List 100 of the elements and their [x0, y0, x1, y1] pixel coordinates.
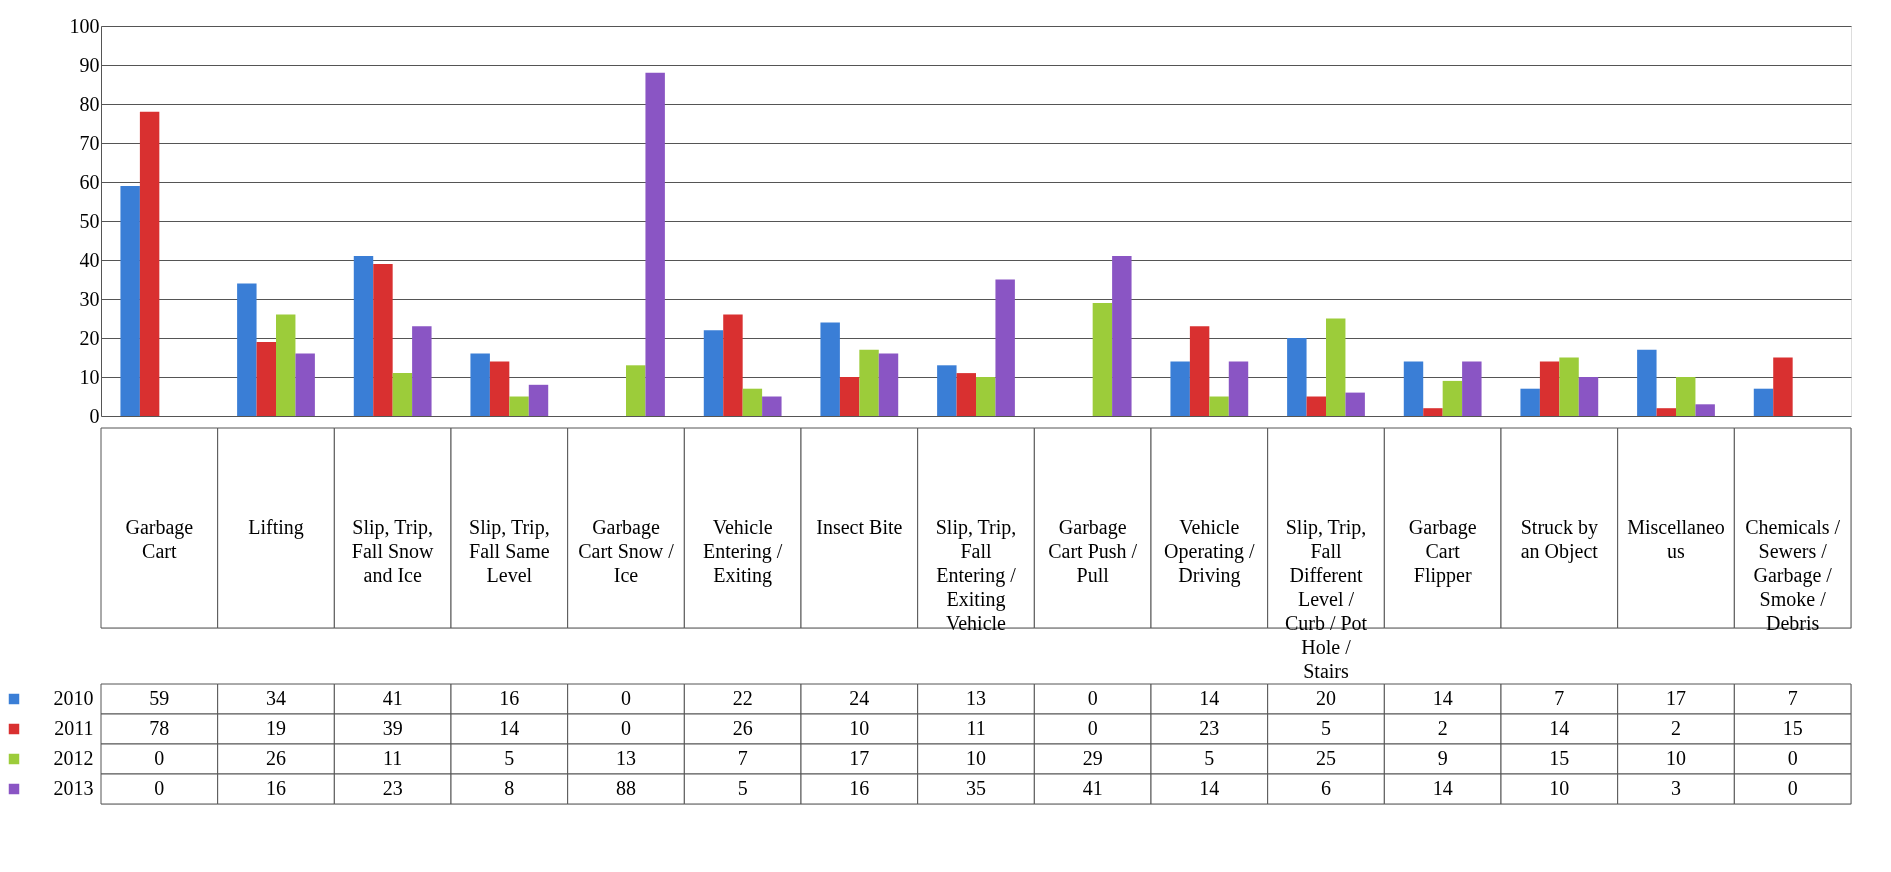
legend-label: 2010	[53, 687, 94, 709]
bar	[839, 377, 860, 416]
bar	[1092, 302, 1113, 416]
bar	[956, 373, 976, 416]
bar	[1228, 361, 1249, 416]
bar	[120, 185, 140, 416]
data-label: 5	[504, 747, 515, 769]
bar	[295, 353, 315, 416]
bar	[626, 365, 646, 416]
data-label: 29	[1082, 747, 1103, 769]
data-label: 16	[849, 777, 870, 799]
x-tick-label: Struck by an Object	[1520, 516, 1599, 563]
y-tick-label: 0	[89, 404, 100, 427]
bar	[528, 384, 549, 416]
data-label: 15	[1549, 747, 1570, 769]
data-label: 15	[1782, 717, 1803, 739]
data-label: 26	[266, 747, 286, 769]
data-label: 5	[1321, 717, 1331, 739]
data-label: 34	[266, 687, 286, 709]
data-label: 14	[1432, 687, 1453, 709]
data-label: 14	[1549, 717, 1570, 739]
data-label: 17	[1666, 687, 1686, 709]
x-tick-label: Lifting	[248, 516, 304, 539]
x-tick-label: Garbage Cart Push / Pull	[1048, 516, 1138, 586]
bar	[1326, 318, 1346, 416]
bar	[976, 377, 996, 416]
x-tick-label: Vehicle Entering / Exiting	[702, 516, 783, 587]
x-tick-label: Garbage Cart Flipper	[1408, 516, 1477, 587]
x-tick-label: Slip, Trip, Fall Snow and Ice	[351, 516, 435, 586]
bar	[1520, 388, 1540, 416]
bar	[1209, 396, 1229, 416]
bar	[1637, 349, 1657, 416]
bar	[1676, 377, 1696, 416]
bar	[645, 72, 665, 416]
data-label: 9	[1437, 747, 1448, 769]
data-label: 24	[849, 687, 870, 709]
data-label: 26	[732, 717, 753, 739]
bar	[1578, 377, 1599, 416]
data-label: 19	[266, 717, 286, 739]
data-label: 0	[621, 687, 631, 709]
data-label: 7	[737, 747, 748, 769]
bar	[509, 396, 529, 416]
data-label: 0	[1087, 687, 1098, 709]
data-label: 3	[1671, 777, 1681, 799]
data-label: 41	[382, 687, 403, 709]
bar	[995, 279, 1015, 416]
bar	[256, 341, 276, 416]
data-label: 17	[849, 747, 870, 769]
data-label: 10	[849, 717, 870, 739]
x-tick-label: Slip, Trip, Fall Entering / Exiting Vehicle	[935, 516, 1017, 634]
x-tick-label: Chemicals / Sewers / Garbage / Smoke / Debris	[1745, 516, 1841, 634]
data-label: 11	[383, 747, 403, 769]
x-tick-label: Garbage Cart	[125, 516, 194, 562]
data-label: 5	[1204, 747, 1215, 769]
x-tick-label: Vehicle Operating / Driving	[1164, 516, 1256, 587]
data-label: 88	[616, 777, 636, 799]
bar	[237, 283, 257, 416]
bar	[1753, 388, 1774, 416]
data-label: 25	[1316, 747, 1336, 769]
data-label: 23	[382, 777, 403, 799]
data-label: 10	[966, 747, 986, 769]
data-label: 14	[1432, 777, 1453, 799]
bar	[1559, 357, 1579, 416]
data-label: 10	[1666, 747, 1686, 769]
legend-label: 2011	[54, 717, 94, 739]
data-label: 39	[382, 717, 403, 739]
data-label: 0	[154, 747, 165, 769]
data-label: 14	[1199, 777, 1220, 799]
bar	[1423, 408, 1443, 416]
data-label: 0	[621, 717, 631, 739]
x-tick-label: Slip, Trip, Fall Different Level / Curb / Pot Hole / Stairs	[1284, 516, 1368, 682]
y-tick-label: 100	[69, 14, 100, 37]
x-tick-label: Miscellaneous	[1627, 516, 1725, 562]
bar	[1112, 256, 1132, 416]
x-tick-label: Slip, Trip, Fall Same Level	[469, 516, 550, 586]
bar	[1170, 361, 1190, 416]
data-label: 59	[149, 687, 170, 709]
data-label: 2	[1671, 717, 1681, 739]
bar	[1287, 338, 1307, 416]
bar	[392, 373, 413, 416]
bar	[1189, 326, 1210, 416]
data-label: 41	[1082, 777, 1103, 799]
bar	[139, 111, 160, 416]
y-tick-label: 10	[79, 365, 100, 388]
y-tick-label: 80	[79, 92, 100, 115]
data-label: 16	[499, 687, 520, 709]
data-label: 6	[1321, 777, 1331, 799]
data-label: 78	[149, 717, 170, 739]
bar	[703, 330, 724, 416]
y-tick-label: 60	[79, 170, 100, 193]
y-tick-label: 90	[79, 53, 100, 76]
bar	[353, 256, 374, 416]
bar	[1773, 357, 1793, 416]
bar	[742, 388, 763, 416]
bar	[1345, 392, 1365, 416]
data-label: 11	[966, 717, 986, 739]
y-tick-label: 20	[79, 326, 100, 349]
data-label: 0	[154, 777, 165, 799]
bar	[373, 263, 393, 416]
bar	[412, 326, 432, 416]
